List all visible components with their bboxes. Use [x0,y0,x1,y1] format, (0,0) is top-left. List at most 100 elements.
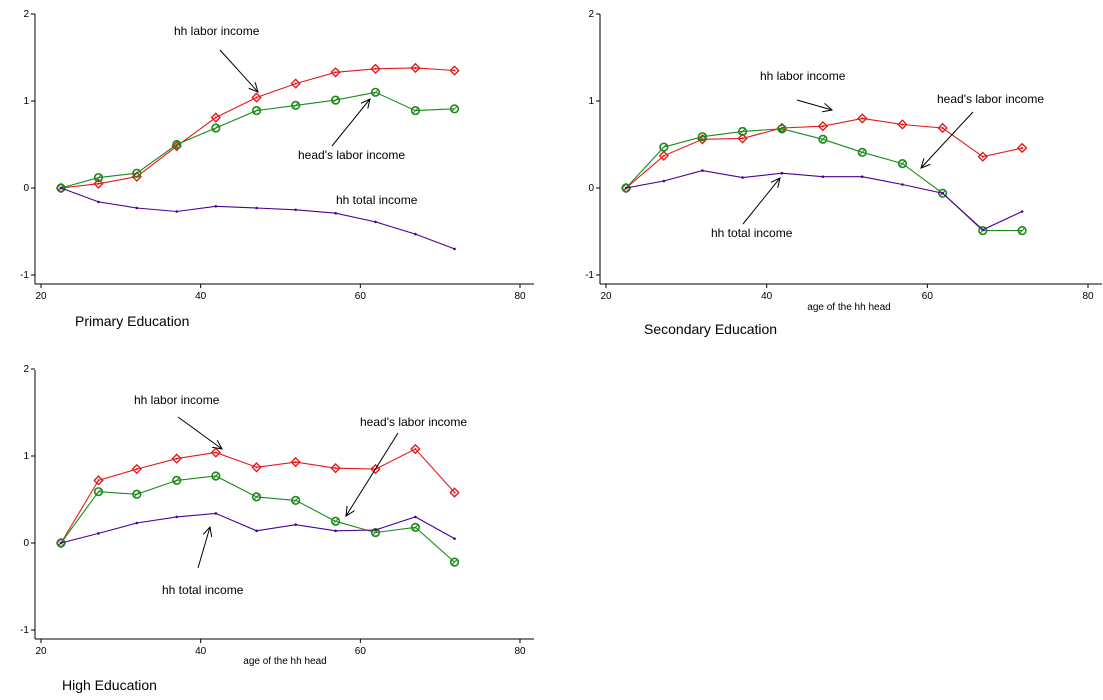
data-point [294,208,297,212]
data-point [59,541,63,545]
x-tick-label: 20 [35,646,47,657]
data-point [780,171,784,175]
x-tick-label: 60 [922,291,934,302]
annotation-arrow [197,526,211,569]
data-point [211,123,221,133]
data-point [410,522,421,532]
data-point-slash [95,488,102,495]
data-point [414,232,417,236]
panel-title: Secondary Education [644,321,777,337]
y-tick-label: 0 [588,183,594,194]
data-point [251,492,262,502]
y-tick-label: 2 [588,9,594,20]
data-point-slash [173,141,180,148]
data-point [172,139,182,150]
data-point [449,65,460,76]
data-point-center [414,447,417,451]
data-point-slash [332,518,339,525]
x-tick-label: 60 [355,646,367,657]
data-point [93,475,104,486]
arrow-head [212,439,223,450]
data-point [93,178,104,189]
data-point-center [374,67,377,70]
data-point [334,529,337,533]
data-point [414,515,417,519]
annotation-label: hh total income [711,226,793,240]
data-point [97,532,100,535]
data-point-slash [779,125,785,132]
data-point [741,176,744,179]
data-point [175,515,179,519]
data-point-slash [412,524,419,531]
data-point [374,220,377,224]
data-point [941,191,944,195]
arrow-head [822,102,834,113]
data-point [93,172,104,183]
data-point-slash [1019,227,1025,234]
data-point-center [901,123,904,126]
data-point [330,67,341,78]
y-tick-label: 2 [23,9,29,20]
arrow-head [770,177,781,188]
data-point-center [294,460,297,464]
series-line-head_labor [60,475,455,563]
data-point-center [1021,146,1024,150]
data-point-slash [292,102,299,109]
data-point-center [414,66,417,70]
data-point-slash [451,105,458,112]
data-point-center [821,125,825,128]
series-line-hh_labor [60,67,455,189]
y-tick-label: 2 [23,364,29,375]
data-point [621,183,631,193]
data-point-center [334,71,337,74]
series-hh_total [624,169,1024,232]
data-point-slash [820,136,826,143]
data-point [777,124,787,134]
data-point [290,456,301,468]
data-point [937,188,948,198]
data-point-slash [332,97,339,103]
annotation-label: hh total income [336,193,418,207]
x-tick-label: 80 [1082,291,1094,302]
data-point [449,104,460,114]
series-hh_total [59,512,456,545]
data-point-center [861,117,864,120]
data-point [1016,142,1028,154]
data-point [251,462,262,473]
data-point [171,453,182,464]
annotation-arrow [219,49,259,93]
data-point [370,87,381,97]
data-point [210,112,222,123]
data-point [981,228,985,232]
data-point [857,113,868,124]
data-point-center [453,69,456,72]
data-point [453,537,456,540]
data-point [697,132,708,142]
data-point-slash [739,128,746,135]
data-point [901,183,904,186]
annotation-label: hh total income [162,583,244,597]
data-point [1020,210,1024,213]
series-head_labor [56,471,460,567]
data-point [334,211,337,215]
data-point-slash [699,133,706,140]
y-tick-label: 0 [23,538,29,549]
data-point [737,126,748,137]
annotation-arrow [331,98,371,147]
annotation-arrow [742,177,781,225]
data-point [131,463,142,475]
data-point [897,159,908,169]
data-point [662,179,666,183]
data-point [56,538,66,548]
y-tick-label: 1 [588,96,594,107]
data-point [59,186,63,190]
data-point [410,62,421,74]
annotation-label: head's labor income [937,92,1044,106]
x-axis-title: age of the hh head [807,302,890,313]
data-point-center [741,137,744,140]
data-point [330,95,341,105]
data-point [97,200,100,204]
data-point-slash [372,89,379,96]
arrow-head [202,525,213,537]
